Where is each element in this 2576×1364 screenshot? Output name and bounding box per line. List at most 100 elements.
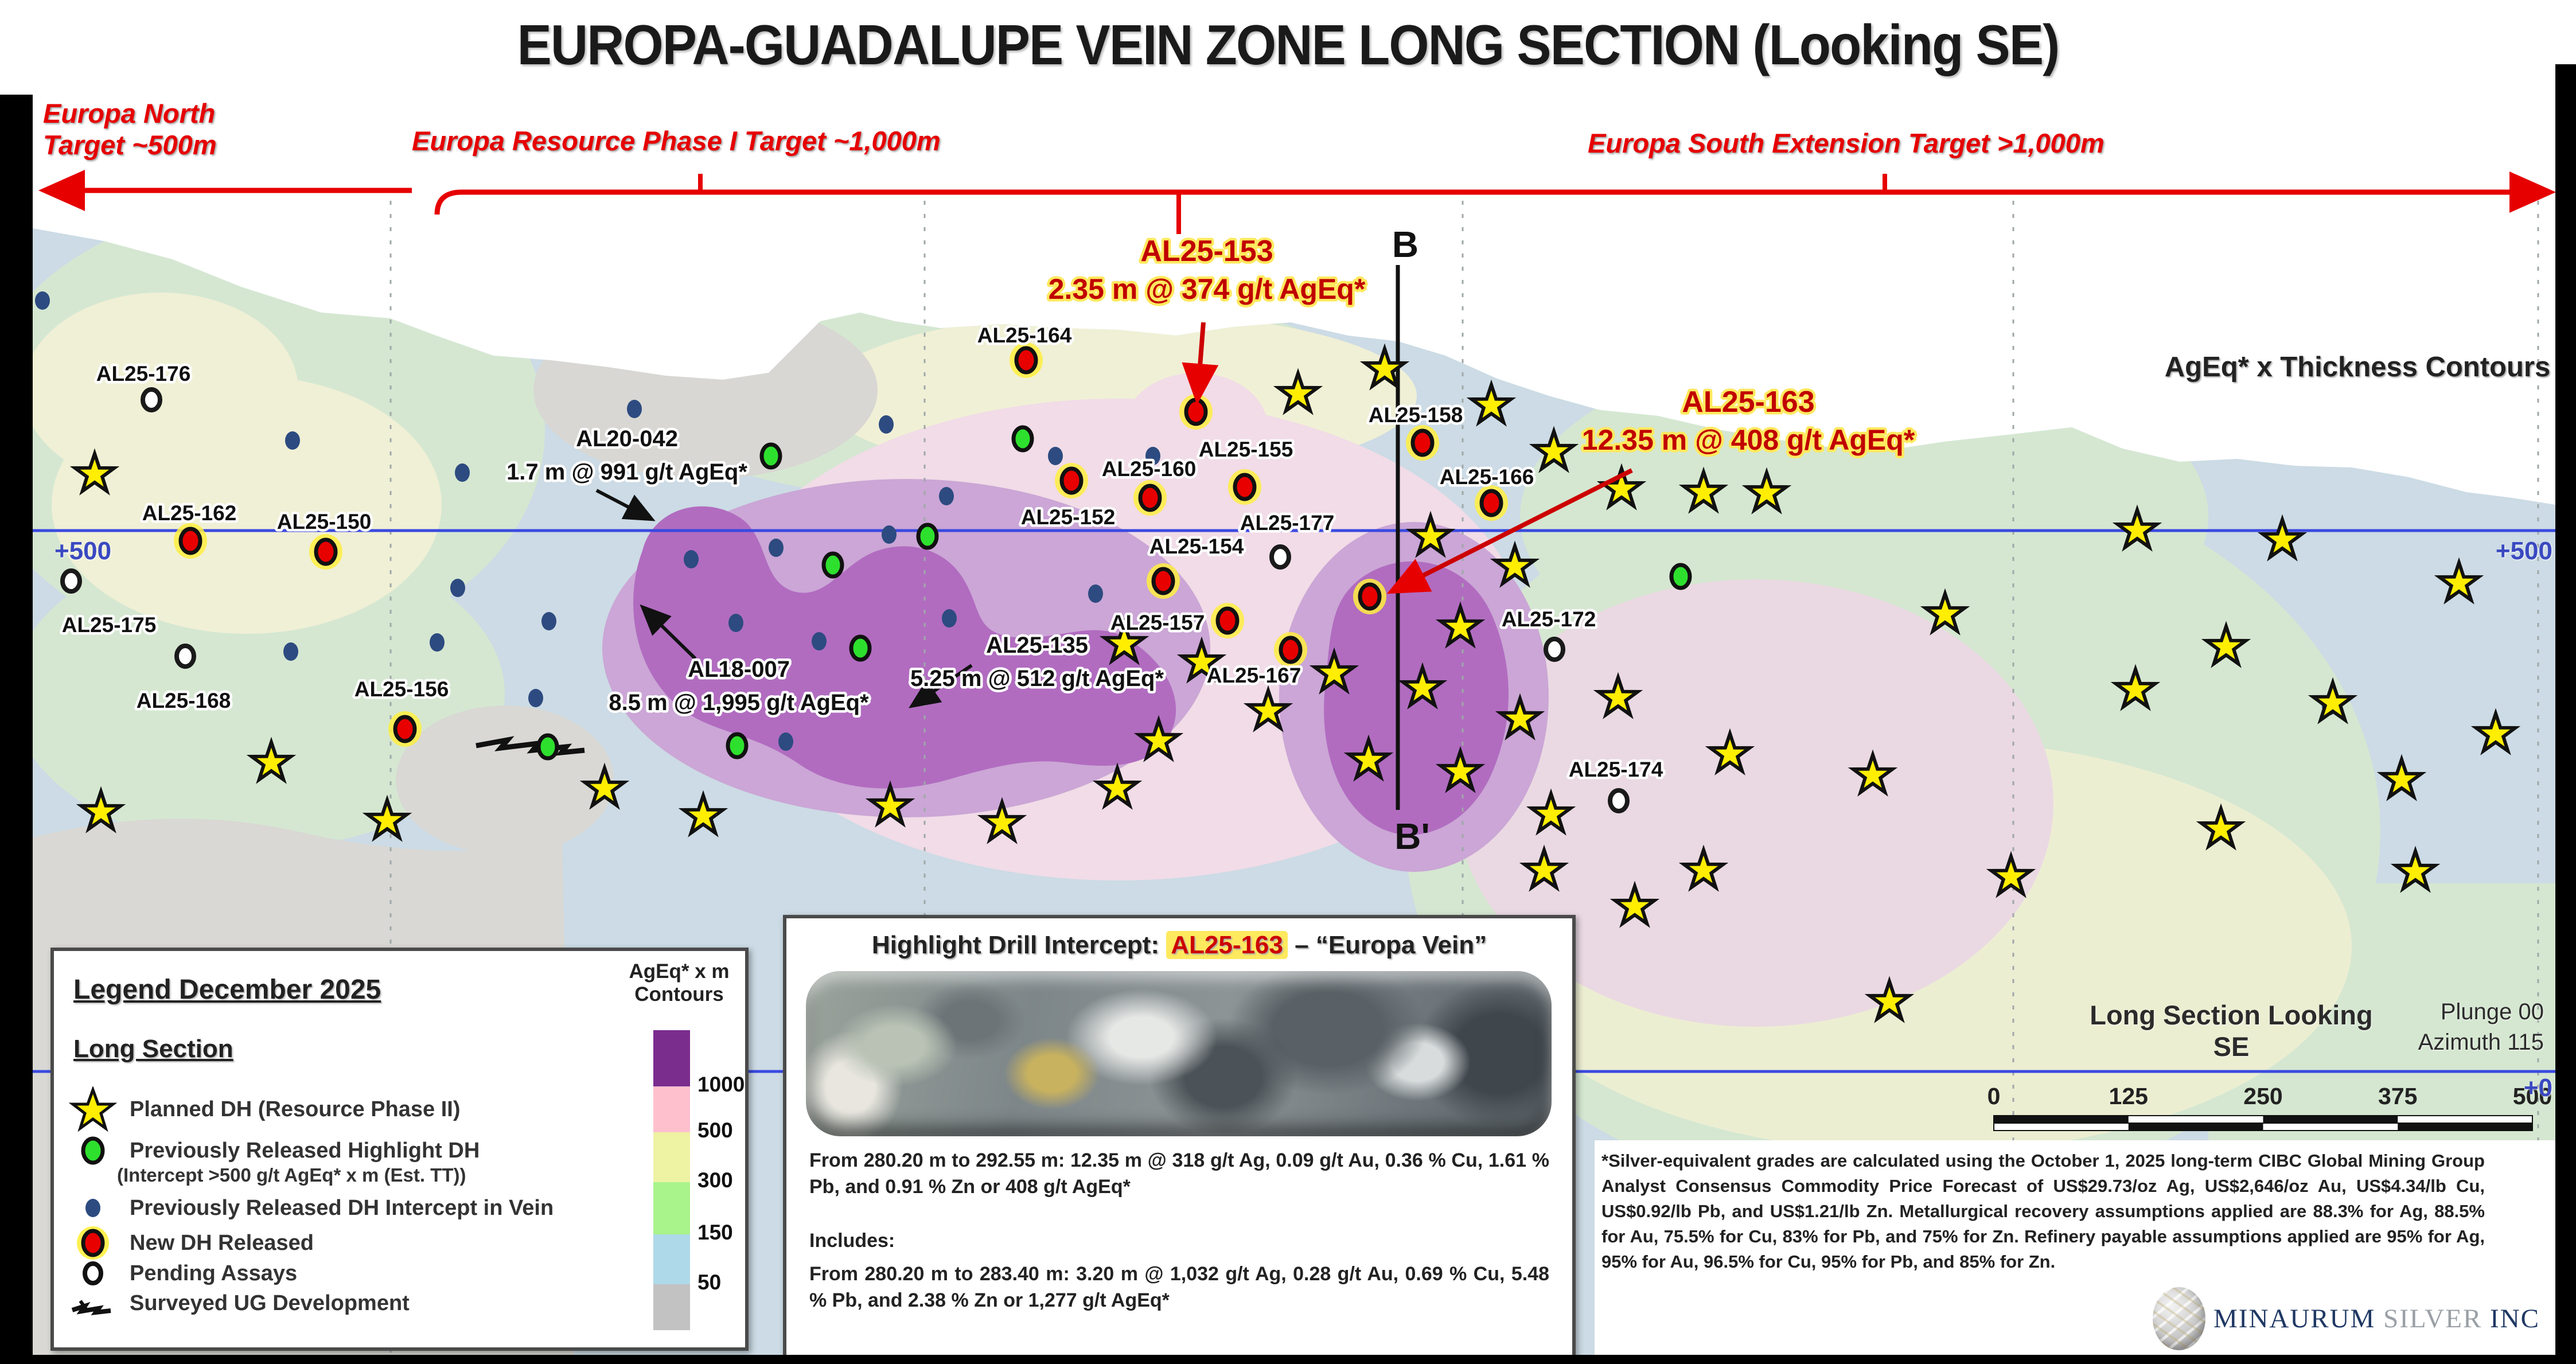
contour-swatch <box>653 1132 690 1182</box>
contour-swatch <box>653 1030 690 1086</box>
contours-note: AgEq* x Thickness Contours <box>2164 352 2551 383</box>
target-label-south: Europa South Extension Target >1,000m <box>1588 128 2105 158</box>
planned-dh-star <box>2257 514 2308 562</box>
drill-hole-AL25-160: AL25-160 <box>1099 455 1199 516</box>
map-label: AL25-175 <box>62 613 157 637</box>
planned-dh-star <box>678 790 728 837</box>
drill-hole-AL25-168: AL25-168 <box>134 644 233 715</box>
frame-right <box>2555 64 2576 1364</box>
contour-scale-label: 150 <box>697 1221 733 1244</box>
planned-dh-star <box>1678 844 1729 892</box>
planned-dh-star <box>246 736 297 784</box>
highlight-dh-dot <box>536 733 559 761</box>
section-label-b-prime: B' <box>1394 816 1429 857</box>
contour-swatch <box>653 1182 690 1234</box>
highlight-includes: Includes: <box>809 1230 895 1252</box>
map-label: AL25-160 <box>1102 457 1197 481</box>
core-photo <box>806 971 1552 1136</box>
drill-hole-AL25-150: AL25-150 <box>274 508 374 570</box>
vein-intercept-dot <box>430 633 445 652</box>
drill-hole-AL25-177: AL25-177 <box>1237 509 1337 570</box>
drill-hole-AL25-156: AL25-156 <box>352 675 451 747</box>
planned-dh-star <box>1864 976 1915 1023</box>
blue-dot-icon <box>85 1199 100 1217</box>
drill-hole-AL25-157: AL25-157 <box>1108 603 1244 638</box>
planned-dh-star <box>1435 601 1486 649</box>
vein-intercept-dot <box>285 431 300 450</box>
planned-dh-star <box>1609 880 1660 928</box>
drill-hole-AL25-174: AL25-174 <box>1566 755 1666 813</box>
view-plunge: Plunge 00 <box>2440 999 2544 1024</box>
black-callout-AL20-042: AL20-042 1.7 m @ 991 g/t AgEq* <box>504 424 750 521</box>
planned-dh-star <box>2201 621 2251 668</box>
contour-scale-label: 1000 <box>697 1073 745 1096</box>
vein-intercept-dot <box>1145 447 1160 465</box>
drill-hole-AL25-172: AL25-172 <box>1499 605 1599 662</box>
legend-item-prev-vein: Previously Released DH Intercept in Vein <box>69 1194 554 1222</box>
map-label: AL25-135 <box>986 633 1088 658</box>
planned-dh-star <box>1848 749 1898 797</box>
vein-intercept-dot <box>450 579 465 597</box>
planned-dh-star <box>362 794 412 842</box>
frame-bottom <box>0 1355 2576 1364</box>
map-label: AL25-162 <box>142 501 237 525</box>
planned-dh-star <box>69 448 120 496</box>
planned-dh-star <box>1099 618 1149 665</box>
contour-scale-label: 300 <box>697 1168 733 1192</box>
company-logo: MINAURUM SILVER INC <box>2153 1287 2540 1350</box>
highlight-panel: Highlight Drill Intercept: AL25-163 – “E… <box>783 915 1576 1361</box>
scale-tick: 0 <box>1987 1083 2001 1109</box>
drill-hole-AL25-154: AL25-154 <box>1147 532 1246 599</box>
planned-dh-star <box>1705 728 1755 775</box>
planned-dh-star <box>1133 715 1184 762</box>
planned-dh-star <box>2376 754 2427 801</box>
drill-hole-AL25-166: AL25-166 <box>1437 463 1537 521</box>
vein-intercept-dot <box>283 642 298 661</box>
planned-dh-star <box>1397 662 1448 710</box>
highlight-dh-dot <box>1669 563 1692 590</box>
planned-dh-star <box>1529 426 1579 473</box>
vein-intercept-dot <box>728 614 743 632</box>
map-label: AL25-172 <box>1502 607 1596 631</box>
planned-dh-star <box>1435 746 1486 793</box>
elev-label-right-0: +0 <box>2523 1074 2552 1102</box>
map-label: AL25-166 <box>1440 465 1534 489</box>
planned-dh-star <box>1273 368 1323 415</box>
scale-tick: 375 <box>2378 1083 2417 1109</box>
planned-dh-star <box>2110 664 2161 711</box>
elev-label-left-500: +500 <box>54 537 112 565</box>
contour-scale-label: 50 <box>697 1271 722 1294</box>
map-label: AL25-176 <box>96 362 191 385</box>
map-label: AL25-157 <box>1110 611 1205 634</box>
map-label: AL25-164 <box>977 324 1072 347</box>
drill-hole-AL25-175: AL25-175 <box>59 568 159 640</box>
planned-dh-star <box>1920 588 1970 636</box>
legend-subtitle: Long Section <box>73 1035 233 1063</box>
legend-panel: Legend December 2025 Long Section Planne… <box>50 948 749 1351</box>
highlight-intercept-1: From 280.20 m to 292.55 m: 12.35 m @ 318… <box>809 1149 1549 1198</box>
contour-scale-label: 500 <box>697 1119 733 1142</box>
vein-intercept-dot <box>879 415 894 434</box>
planned-dh-star <box>2434 557 2484 605</box>
ug-development-line <box>476 736 585 756</box>
scale-bar: 0 125 250 375 500 <box>1987 1083 2552 1131</box>
map-label: AL25-174 <box>1569 758 1663 781</box>
contour-swatch <box>653 1234 690 1284</box>
map-label: AL25-167 <box>1207 664 1301 687</box>
scale-tick: 500 <box>2513 1083 2552 1109</box>
elev-label-right-500: +500 <box>2495 537 2552 565</box>
vein-intercept-dot <box>1088 584 1103 603</box>
map-label: 2.35 m @ 374 g/t AgEq* <box>1049 273 1366 305</box>
map-label: AL25-168 <box>137 689 231 712</box>
map-label: 8.5 m @ 1,995 g/t AgEq* <box>609 690 869 715</box>
planned-dh-star <box>76 786 126 833</box>
map-label: AL25-150 <box>277 510 372 533</box>
scale-tick: 125 <box>2109 1083 2148 1109</box>
contour-swatch <box>653 1086 690 1132</box>
black-callout-AL25-135: AL25-135 5.25 m @ 512 g/t AgEq* <box>907 630 1167 708</box>
drill-hole-AL25-167: AL25-167 <box>1204 632 1307 690</box>
drill-hole-AL25-164: AL25-164 <box>975 321 1074 378</box>
page-title: EUROPA-GUADALUPE VEIN ZONE LONG SECTION … <box>517 13 2060 76</box>
planned-dh-star <box>2470 708 2521 755</box>
drill-hole-AL25-152: AL25-152 <box>1018 463 1118 532</box>
